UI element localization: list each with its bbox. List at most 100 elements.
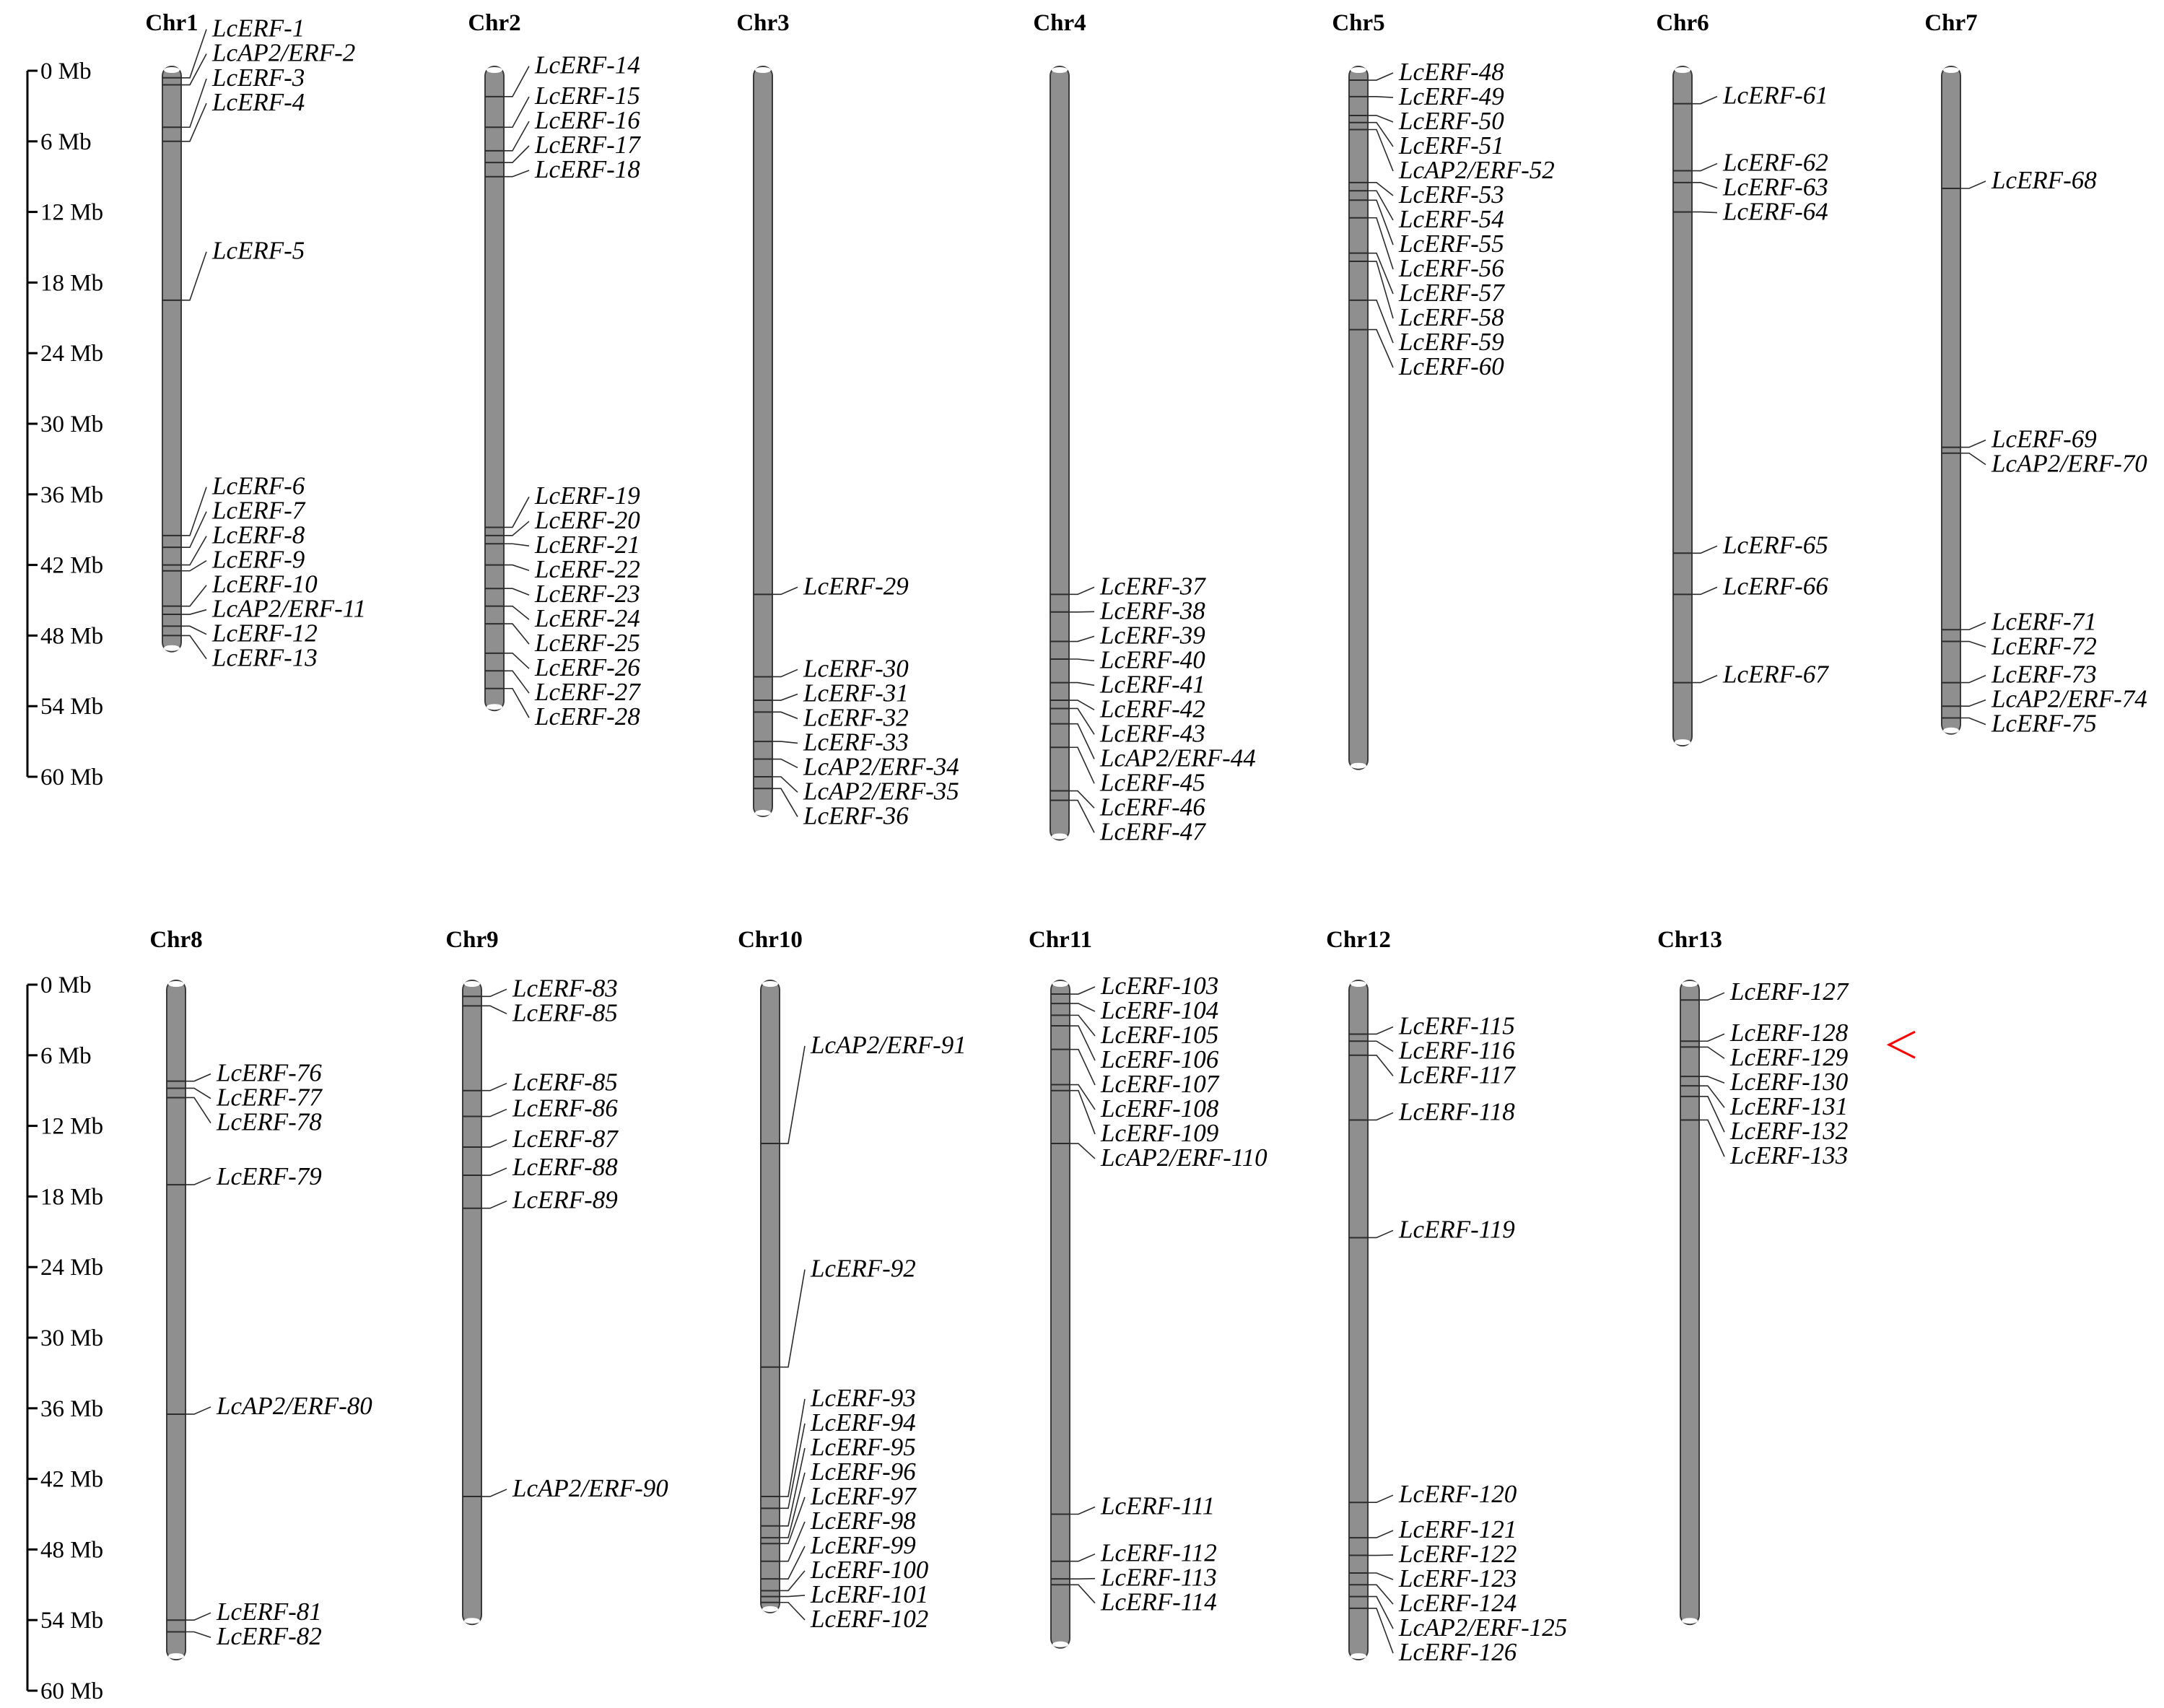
chromosome-cap-bottom bbox=[1351, 1653, 1366, 1660]
chromosome-cap-top bbox=[762, 981, 778, 987]
gene-connector bbox=[504, 653, 530, 669]
chromosome-bar bbox=[753, 66, 773, 817]
gene-label: LcERF-48 bbox=[1398, 58, 1504, 86]
gene-connector bbox=[504, 670, 530, 694]
gene-connector bbox=[780, 1398, 806, 1497]
axis-tick-label: 6 Mb bbox=[40, 129, 92, 155]
gene-connector bbox=[181, 560, 207, 572]
gene-label: LcERF-69 bbox=[1991, 425, 2097, 453]
chromosome-cap-top bbox=[1943, 67, 1959, 73]
gene-label: LcERF-10 bbox=[211, 570, 318, 598]
gene-label: LcERF-15 bbox=[534, 82, 640, 110]
gene-connector bbox=[1692, 586, 1718, 596]
gene-connector bbox=[1368, 1229, 1394, 1239]
gene-label: LcAP2/ERF-52 bbox=[1398, 156, 1555, 184]
gene-label: LcERF-117 bbox=[1398, 1060, 1516, 1089]
gene-label: LcERF-13 bbox=[211, 644, 318, 672]
gene-connector bbox=[1692, 545, 1718, 554]
gene-connector bbox=[181, 585, 207, 607]
gene-connector bbox=[1960, 180, 1986, 189]
chromosome-title: Chr3 bbox=[736, 10, 789, 36]
gene-label: LcERF-131 bbox=[1729, 1092, 1848, 1120]
chromosome-title: Chr13 bbox=[1657, 927, 1722, 953]
gene-label: LcERF-33 bbox=[803, 728, 909, 756]
gene-connector bbox=[504, 564, 530, 571]
gene-connector bbox=[772, 741, 798, 744]
gene-label: LcERF-32 bbox=[803, 703, 909, 731]
gene-connector bbox=[504, 588, 530, 596]
gene-connector bbox=[1368, 1595, 1394, 1629]
gene-label: LcERF-88 bbox=[512, 1153, 618, 1181]
gene-label: LcAP2/ERF-90 bbox=[512, 1474, 668, 1502]
gene-label: LcERF-43 bbox=[1099, 719, 1205, 747]
gene-label: LcERF-89 bbox=[512, 1186, 618, 1214]
gene-connector bbox=[772, 758, 798, 769]
gene-label: LcERF-99 bbox=[810, 1531, 916, 1559]
gene-connector bbox=[780, 1045, 806, 1144]
gene-connector bbox=[780, 1595, 806, 1598]
axis-tick-label: 36 Mb bbox=[40, 1396, 103, 1422]
chromosome-cap-top bbox=[1052, 981, 1068, 987]
gene-connector bbox=[1368, 1494, 1394, 1503]
gene-connector bbox=[1070, 986, 1096, 995]
gene-connector bbox=[186, 1097, 211, 1124]
gene-connector bbox=[504, 145, 530, 163]
gene-label: LcERF-22 bbox=[534, 555, 640, 583]
chromosome-chr3: Chr3LcERF-29LcERF-30LcERF-31LcERF-32LcER… bbox=[736, 10, 959, 829]
chromosome-bar bbox=[1680, 980, 1700, 1626]
gene-connector bbox=[780, 1521, 806, 1562]
gene-connector bbox=[780, 1447, 806, 1527]
gene-label: LcERF-109 bbox=[1100, 1119, 1218, 1147]
gene-label: LcERF-81 bbox=[216, 1598, 322, 1626]
chromosome-bar bbox=[1941, 66, 1961, 735]
gene-label: LcERF-102 bbox=[810, 1605, 928, 1633]
gene-connector bbox=[1692, 95, 1718, 105]
gene-label: LcERF-45 bbox=[1099, 768, 1205, 796]
gene-connector bbox=[181, 78, 207, 128]
gene-label: LcERF-8 bbox=[211, 521, 305, 549]
chromosome-title: Chr9 bbox=[445, 927, 498, 953]
gene-label: LcERF-23 bbox=[534, 580, 640, 608]
chromosome-bar bbox=[462, 980, 482, 1626]
gene-label: LcERF-73 bbox=[1991, 661, 2097, 689]
gene-label: LcERF-118 bbox=[1398, 1097, 1515, 1125]
gene-label: LcERF-27 bbox=[534, 678, 641, 706]
gene-label: LcERF-51 bbox=[1398, 131, 1504, 160]
gene-label: LcERF-31 bbox=[803, 679, 909, 707]
gene-connector bbox=[772, 711, 798, 720]
gene-label: LcERF-66 bbox=[1722, 572, 1828, 600]
gene-label: LcERF-98 bbox=[810, 1507, 916, 1535]
chromosome-cap-bottom bbox=[168, 1653, 184, 1660]
gene-connector bbox=[1070, 1084, 1096, 1110]
gene-label: LcERF-20 bbox=[534, 506, 640, 534]
gene-connector bbox=[1070, 1003, 1096, 1012]
gene-label: LcERF-21 bbox=[534, 531, 640, 559]
gene-connector bbox=[1368, 328, 1394, 368]
gene-connector bbox=[1692, 211, 1718, 214]
gene-connector bbox=[772, 668, 798, 678]
gene-label: LcERF-72 bbox=[1991, 632, 2097, 660]
gene-connector bbox=[1069, 790, 1095, 809]
gene-label: LcERF-94 bbox=[810, 1408, 916, 1437]
gene-label: LcAP2/ERF-74 bbox=[1991, 685, 2147, 713]
gene-label: LcERF-123 bbox=[1398, 1564, 1517, 1592]
axis-tick-label: 12 Mb bbox=[40, 200, 103, 226]
gene-connector bbox=[186, 1073, 211, 1082]
gene-label: LcERF-19 bbox=[534, 482, 640, 510]
gene-label: LcERF-127 bbox=[1729, 977, 1849, 1006]
chromosome-title: Chr4 bbox=[1033, 10, 1086, 36]
gene-connector bbox=[1699, 1033, 1725, 1042]
chromosome-bar bbox=[1672, 66, 1693, 747]
gene-connector bbox=[772, 693, 798, 701]
axis-tick-label: 54 Mb bbox=[40, 1608, 103, 1634]
gene-label: LcERF-122 bbox=[1398, 1540, 1517, 1568]
gene-label: LcERF-105 bbox=[1100, 1021, 1218, 1049]
gene-label: LcERF-68 bbox=[1991, 166, 2097, 194]
gene-connector bbox=[1368, 1572, 1394, 1580]
gene-connector bbox=[504, 687, 530, 718]
gene-label: LcERF-126 bbox=[1398, 1638, 1517, 1666]
gene-label: LcAP2/ERF-80 bbox=[216, 1392, 372, 1420]
gene-label: LcERF-30 bbox=[803, 654, 909, 682]
